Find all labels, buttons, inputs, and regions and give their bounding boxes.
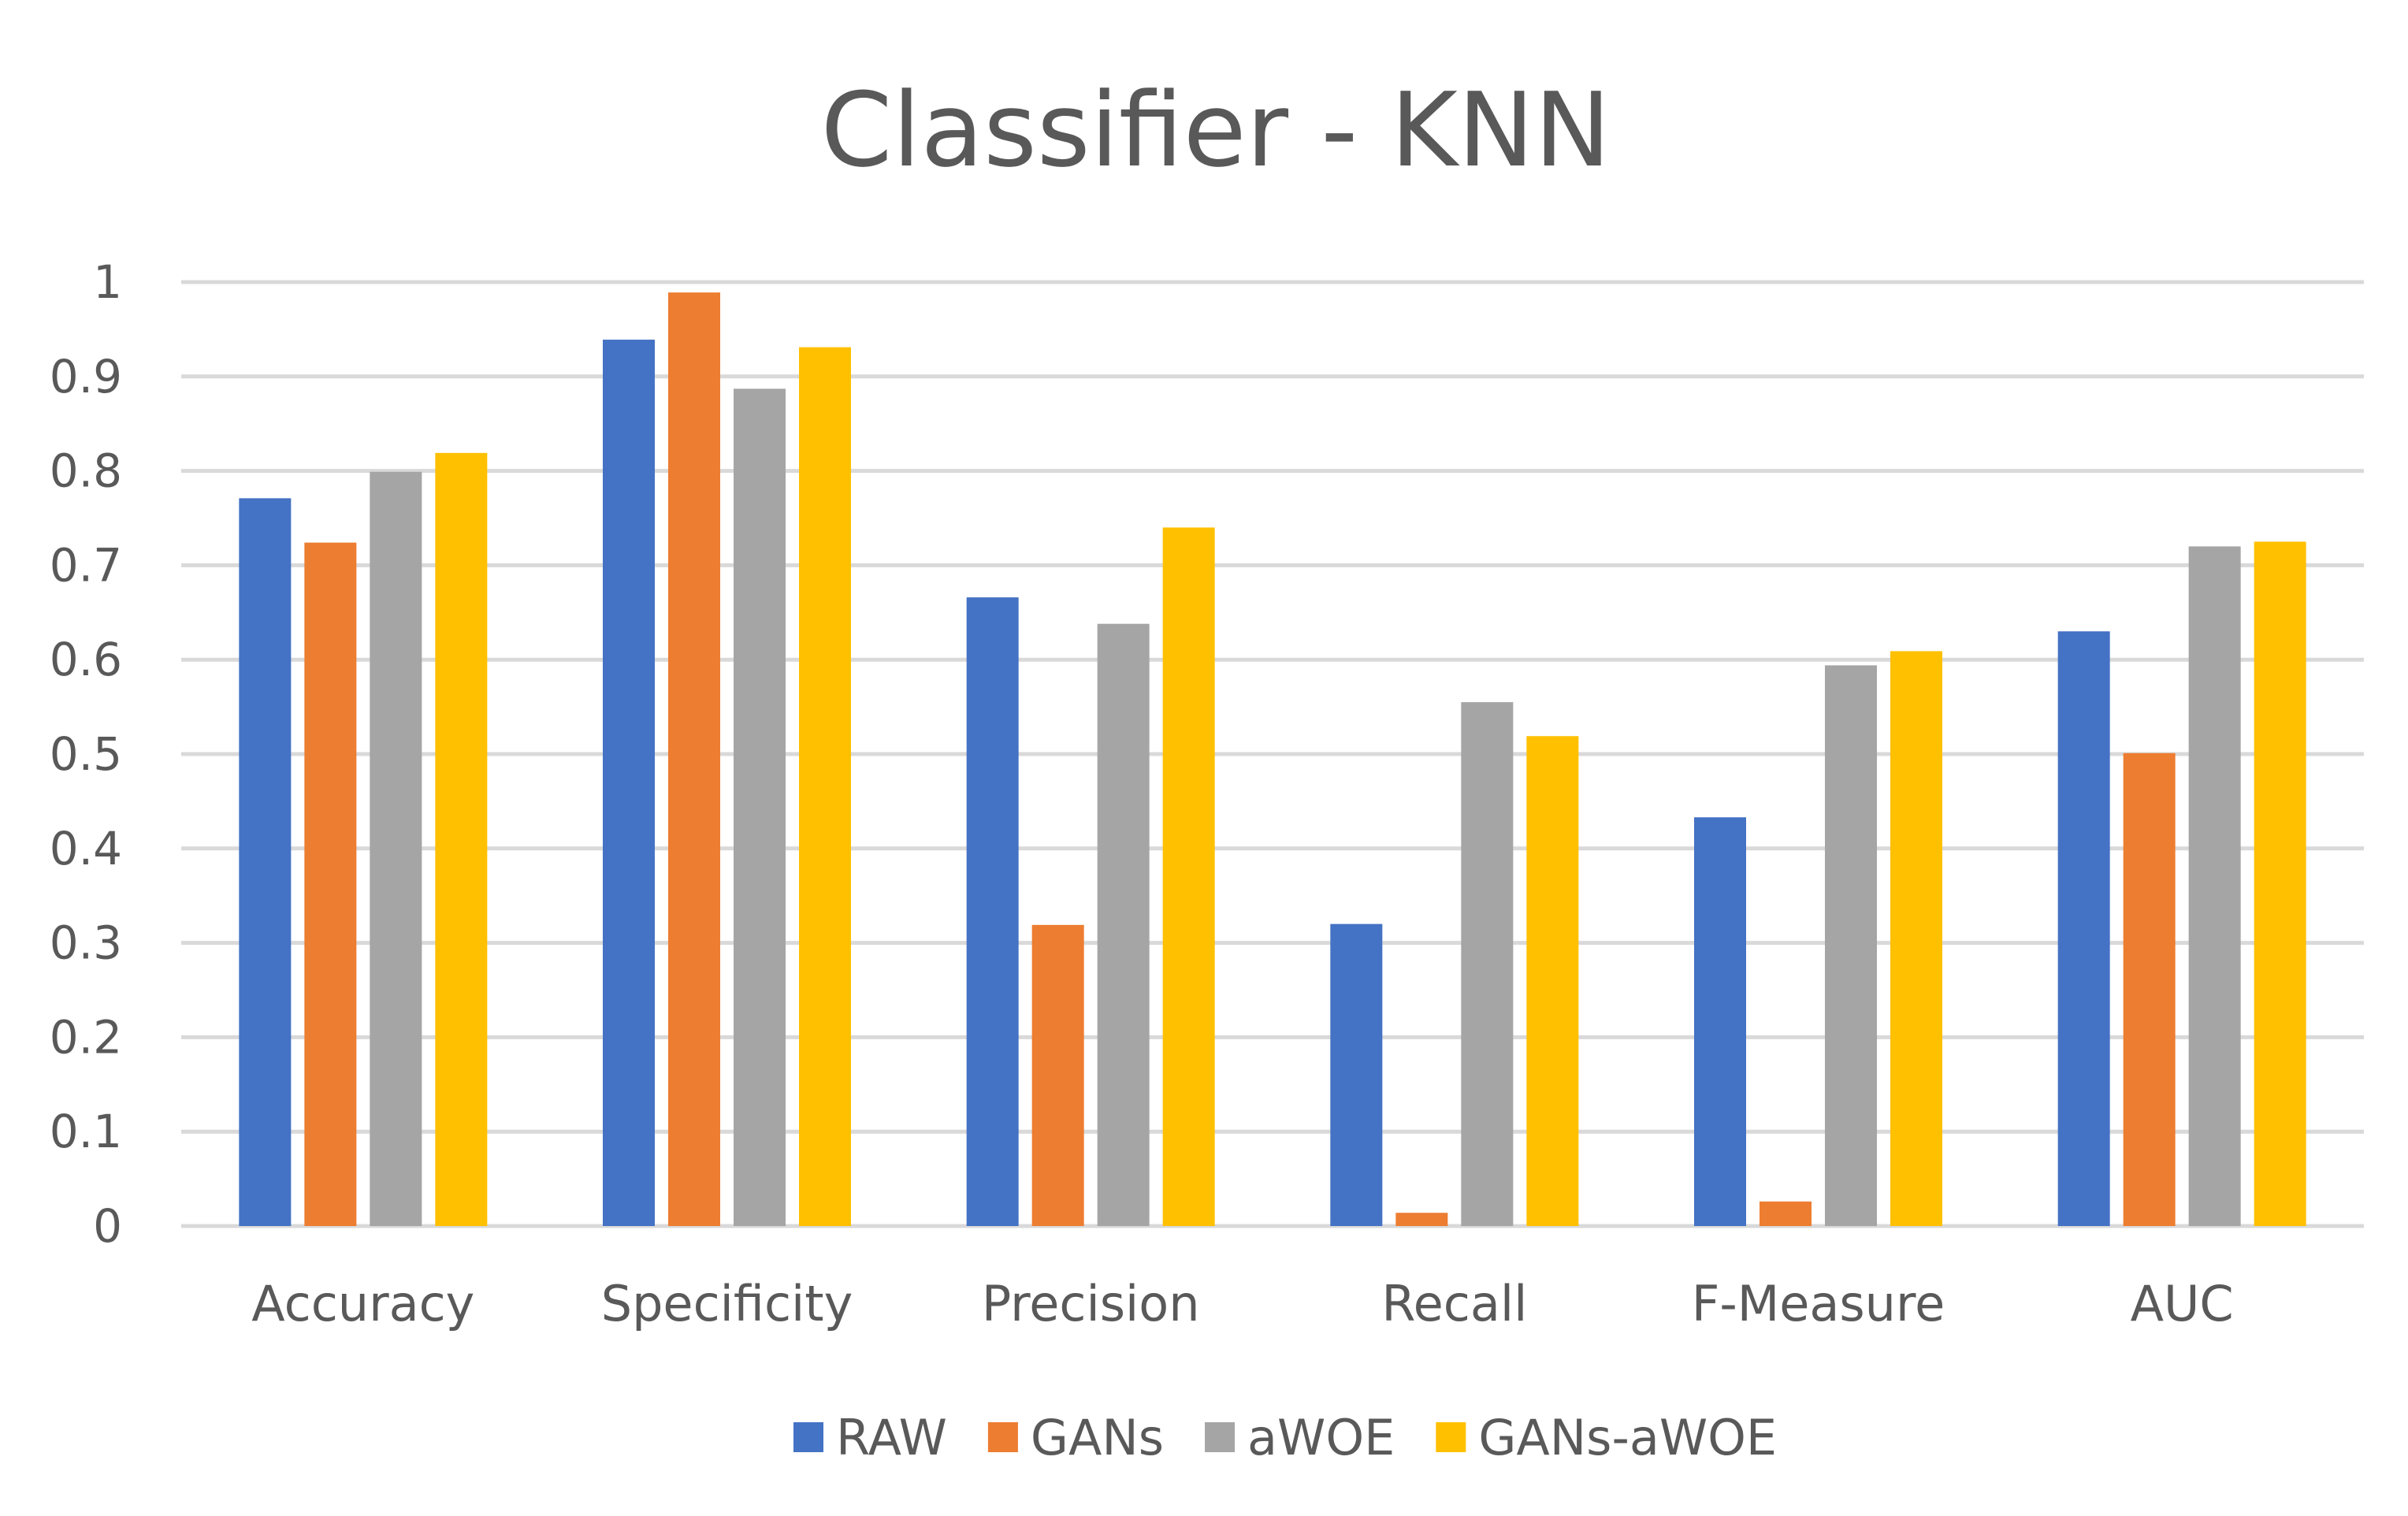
bar — [1461, 702, 1514, 1226]
gridlines — [181, 280, 2364, 1228]
legend-swatch — [793, 1422, 823, 1452]
y-tick-label: 1 — [93, 255, 122, 309]
x-category-label: F-Measure — [1692, 1275, 1945, 1332]
bar — [370, 471, 422, 1226]
bar — [2123, 752, 2176, 1226]
y-tick-label: 0.4 — [50, 822, 122, 875]
legend-label: RAW — [836, 1409, 947, 1466]
bar — [1162, 527, 1215, 1226]
y-tick-label: 0.6 — [50, 633, 122, 686]
legend-label: GANs-aWOE — [1478, 1409, 1777, 1466]
bar — [2057, 631, 2110, 1226]
bar — [1395, 1213, 1448, 1226]
bar — [304, 542, 357, 1226]
legend-swatch — [1436, 1422, 1466, 1452]
x-category-label: Accuracy — [251, 1275, 474, 1332]
y-tick-label: 0.7 — [50, 538, 122, 592]
bar — [1890, 651, 1942, 1226]
bar — [734, 388, 786, 1226]
legend-label: aWOE — [1247, 1409, 1395, 1466]
bar — [2188, 546, 2241, 1226]
bar — [1825, 665, 1877, 1226]
x-category-label: AUC — [2131, 1275, 2234, 1332]
bar — [668, 292, 720, 1227]
x-axis-category-labels: Accuracy Specificity Precision Recall F-Meas… — [251, 1275, 2233, 1332]
bars — [239, 292, 2306, 1227]
legend: RAW GANs aWOE GANs-aWOE — [793, 1409, 1777, 1466]
bar — [239, 498, 292, 1226]
bar — [603, 340, 655, 1226]
y-tick-label: 0.2 — [50, 1010, 122, 1064]
y-tick-label: 0.3 — [50, 916, 122, 970]
y-tick-label: 0.1 — [50, 1105, 122, 1158]
bar — [435, 452, 488, 1226]
y-tick-label: 0.5 — [50, 727, 122, 781]
bar — [2254, 541, 2306, 1226]
legend-item: aWOE — [1205, 1409, 1395, 1466]
x-category-label: Precision — [982, 1275, 1200, 1332]
legend-swatch — [987, 1422, 1018, 1452]
bar — [1760, 1201, 1812, 1226]
bar — [1330, 923, 1383, 1226]
bar — [1526, 736, 1579, 1226]
x-category-label: Recall — [1381, 1275, 1527, 1332]
legend-item: RAW — [793, 1409, 947, 1466]
legend-item: GANs-aWOE — [1436, 1409, 1777, 1466]
bar — [966, 597, 1019, 1226]
x-category-label: Specificity — [601, 1275, 853, 1332]
bar — [1694, 817, 1746, 1226]
legend-item: GANs — [987, 1409, 1164, 1466]
y-tick-label: 0.9 — [50, 350, 122, 403]
y-axis-tick-labels: 0 0.1 0.2 0.3 0.4 0.5 0.6 0.7 0.8 0.9 1 — [50, 255, 122, 1253]
bar — [1031, 924, 1084, 1226]
y-tick-label: 0.8 — [50, 444, 122, 498]
bar — [1097, 623, 1150, 1226]
chart-title: Classifier - KNN — [821, 70, 1611, 190]
bar — [799, 347, 851, 1226]
legend-label: GANs — [1031, 1409, 1164, 1466]
legend-swatch — [1205, 1422, 1236, 1452]
y-tick-label: 0 — [93, 1199, 122, 1253]
